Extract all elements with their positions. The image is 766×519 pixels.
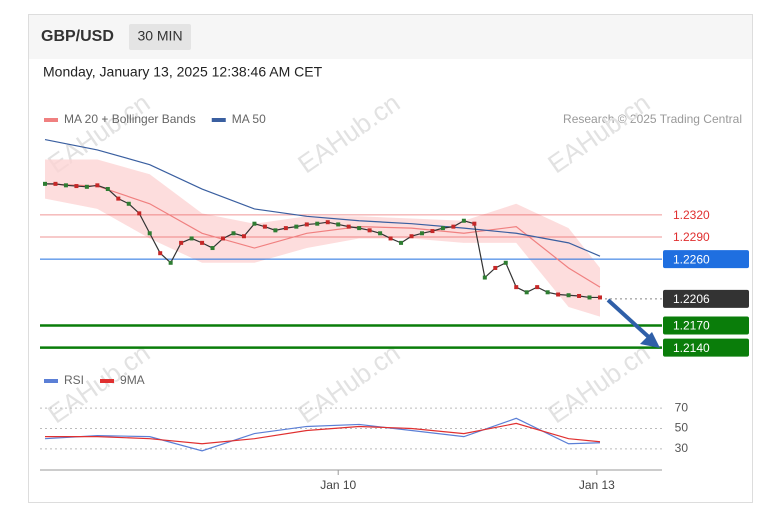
- x-tick-label: Jan 10: [320, 478, 356, 492]
- price-candle: [179, 240, 184, 245]
- legend-swatch: [211, 118, 226, 122]
- price-candle: [294, 224, 299, 229]
- price-candle: [116, 196, 121, 201]
- legend-label: MA 50: [232, 112, 266, 126]
- ma-line: [44, 139, 601, 257]
- legend-swatch: [44, 379, 58, 383]
- arrow-head: [640, 332, 660, 348]
- price-candle: [357, 226, 362, 231]
- y-tick-label: 30: [675, 441, 689, 455]
- price-candle: [74, 184, 79, 189]
- rsi-line: [44, 417, 601, 452]
- price-candle: [514, 285, 519, 290]
- price-candle: [577, 293, 582, 298]
- price-candle: [419, 231, 424, 236]
- price-candle: [440, 226, 445, 231]
- price-candle: [84, 184, 89, 189]
- datetime: Monday, January 13, 2025 12:38:46 AM CET: [43, 64, 323, 80]
- price-candle: [95, 183, 100, 188]
- y-tick-label: 70: [675, 400, 689, 414]
- rsi-line: [45, 422, 601, 445]
- level-label: 1.2260: [673, 252, 710, 266]
- price-candle: [221, 236, 226, 241]
- legend-label: RSI: [64, 373, 84, 387]
- price-candle: [252, 221, 257, 226]
- price-candle: [283, 226, 288, 231]
- price-candle: [43, 181, 47, 186]
- price-candle: [158, 251, 163, 256]
- price-candle: [53, 181, 58, 186]
- price-candle: [262, 224, 267, 229]
- price-candle: [325, 220, 330, 225]
- ma-line: [44, 183, 601, 288]
- symbol: GBP/USD: [41, 28, 114, 45]
- price-candle: [503, 260, 508, 265]
- legend-swatch: [100, 379, 115, 383]
- price-candle: [388, 236, 393, 241]
- price-candle: [472, 221, 477, 226]
- price-candle: [430, 229, 435, 234]
- level-box: [663, 316, 749, 335]
- price-candle: [126, 201, 131, 206]
- price-candle: [210, 246, 215, 251]
- price-candle: [367, 228, 372, 233]
- price-candle: [399, 240, 404, 245]
- price-candle: [241, 234, 246, 239]
- credit: Research © 2025 Trading Central: [563, 112, 742, 126]
- price-candle: [556, 292, 561, 297]
- price-candle: [587, 295, 592, 300]
- panel: [28, 14, 753, 503]
- price-candle: [304, 222, 309, 227]
- price-candle: [63, 183, 68, 188]
- price-candle: [137, 211, 142, 216]
- price-candle: [493, 265, 498, 270]
- legend-label: 9MA: [120, 373, 145, 387]
- price-candle: [189, 236, 194, 241]
- level-label: 1.2140: [673, 341, 710, 355]
- level-label: 1.2290: [673, 230, 710, 244]
- price-candle: [451, 224, 456, 229]
- level-box: [663, 250, 749, 269]
- price-candle: [598, 295, 602, 300]
- level-label: 1.2170: [673, 319, 710, 333]
- x-tick-label: Jan 13: [579, 478, 615, 492]
- price-candle: [346, 224, 351, 229]
- arrow: [606, 298, 654, 342]
- price-candle: [200, 240, 205, 245]
- bollinger-band: [45, 159, 600, 317]
- level-box: [663, 338, 749, 357]
- price-candle: [147, 231, 152, 236]
- price-candle: [409, 234, 414, 239]
- price-candle: [524, 290, 529, 295]
- price-candle: [105, 187, 110, 192]
- price-candle: [315, 221, 320, 226]
- price-candle: [273, 228, 278, 233]
- legend-label: MA 20 + Bollinger Bands: [64, 112, 196, 126]
- price-candle: [461, 218, 466, 223]
- price-candle: [545, 290, 550, 295]
- level-box: [663, 289, 749, 308]
- price-candle: [231, 231, 236, 236]
- price-candle: [336, 222, 341, 227]
- level-label: 1.2206: [673, 292, 710, 306]
- price-candle: [535, 285, 540, 290]
- price-candle: [482, 275, 487, 280]
- timeframe-box: [129, 24, 191, 50]
- timeframe: 30 MIN: [137, 28, 182, 44]
- legend-swatch: [44, 118, 58, 122]
- y-tick-label: 50: [675, 421, 689, 435]
- plot: MA 20 + Bollinger Bands MA 50 1.2320 1.2290…: [40, 112, 749, 492]
- price-candle: [566, 293, 571, 298]
- level-label: 1.2320: [673, 208, 710, 222]
- price-candle: [168, 260, 173, 265]
- price-candle: [378, 231, 383, 236]
